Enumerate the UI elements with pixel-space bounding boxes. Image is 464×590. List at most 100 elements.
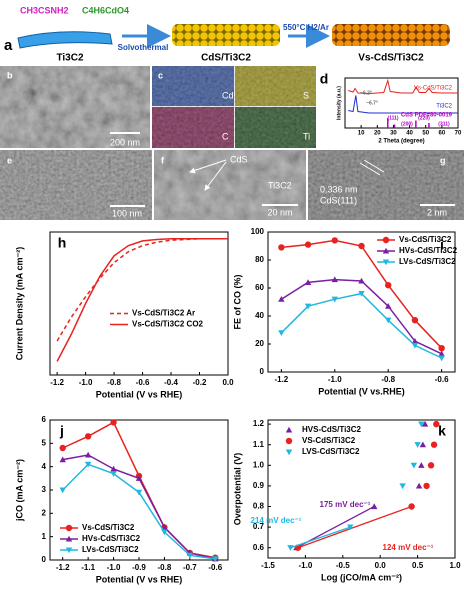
series-line <box>63 455 216 559</box>
annotation: (200) <box>401 121 413 127</box>
x-tick-label: -1.2 <box>50 378 64 387</box>
figure: a CH3CSNH2 C4H6CdO4 Ti3C2 Solvothermal C… <box>0 0 464 585</box>
marker <box>278 330 284 336</box>
fit-line <box>298 507 412 548</box>
legend-label: Vs-CdS/Ti3C2 CO2 <box>132 320 204 329</box>
series-line <box>281 280 441 354</box>
series-line <box>281 294 441 358</box>
reagent: C4H6CdO4 <box>82 5 129 15</box>
annotation: CdS(111) <box>320 195 357 205</box>
stage-label: Vs-CdS/Ti3C2 <box>358 53 424 64</box>
scale-label: 200 nm <box>110 137 140 147</box>
reagent: CH3CSNH2 <box>20 5 69 15</box>
element-label: Ti <box>303 131 310 141</box>
legend-label: HVS-CdS/Ti3C2 <box>302 425 362 434</box>
y-tick-label: 0.9 <box>253 481 265 490</box>
panel-label: c <box>158 70 163 80</box>
y-tick-label: 4 <box>42 462 47 471</box>
marker <box>438 345 444 351</box>
y-tick-label: 40 <box>255 311 264 320</box>
y-tick-label: 80 <box>255 255 264 264</box>
annotation: 214 mV dec⁻¹ <box>251 516 302 525</box>
marker <box>358 243 364 249</box>
marker <box>423 483 429 489</box>
marker <box>85 433 91 439</box>
legend-label: HVs-CdS/Ti3C2 <box>82 534 141 543</box>
ti3c2-sheet <box>18 32 112 48</box>
y-axis-label: Current Density (mA cm⁻²) <box>14 247 24 360</box>
marker <box>411 463 417 469</box>
legend-marker <box>286 427 292 433</box>
x-tick-label: -0.6 <box>208 563 222 572</box>
element-label: C <box>222 131 229 141</box>
x-tick-label: 40 <box>406 131 413 137</box>
marker <box>438 355 444 361</box>
x-tick-label: -0.9 <box>132 563 146 572</box>
x-tick-label: 0.0 <box>375 561 387 570</box>
marker <box>110 419 116 425</box>
x-tick-label: -0.4 <box>164 378 178 387</box>
x-axis-label: Log (jCO/mA cm⁻²) <box>321 572 402 582</box>
x-axis-label: Potential (V vs.RHE) <box>318 386 405 396</box>
marker <box>305 241 311 247</box>
series-label: Ti3C2 <box>436 104 452 110</box>
y-tick-label: 6 <box>42 415 47 424</box>
legend-label: LVS-CdS/Ti3C2 <box>302 447 360 456</box>
y-tick-label: 1.0 <box>253 460 265 469</box>
x-tick-label: -0.7 <box>183 563 197 572</box>
eds-texture <box>152 66 316 148</box>
element-label: S <box>303 90 309 100</box>
x-tick-label: -1.0 <box>328 375 342 384</box>
legend-marker <box>66 525 72 531</box>
marker <box>431 442 437 448</box>
x-tick-label: 30 <box>390 131 397 137</box>
legend-label: Vs-CdS/Ti3C2 <box>82 523 135 532</box>
x-tick-label: -0.8 <box>381 375 395 384</box>
x-tick-label: 70 <box>455 131 462 137</box>
marker <box>408 503 414 509</box>
x-axis-label: Potential (V vs RHE) <box>96 574 183 584</box>
x-tick-label: 60 <box>439 131 446 137</box>
annotation: ~6.7° <box>366 100 378 106</box>
x-tick-label: -1.2 <box>56 563 70 572</box>
annotation: (111) <box>387 115 398 121</box>
marker <box>60 487 66 493</box>
y-tick-label: 2 <box>42 508 47 517</box>
x-tick-label: -0.6 <box>136 378 150 387</box>
image-tint <box>0 66 150 148</box>
x-tick-label: -1.2 <box>274 375 288 384</box>
y-tick-label: 60 <box>255 283 264 292</box>
plot-frame <box>50 232 228 375</box>
y-tick-label: 20 <box>255 339 264 348</box>
y-axis-label: FE of CO (%) <box>232 275 242 330</box>
annotation: 175 mV dec⁻¹ <box>320 500 371 509</box>
panel-label: a <box>4 37 13 54</box>
x-tick-label: -0.6 <box>435 375 449 384</box>
x-tick-label: 1.0 <box>449 561 461 570</box>
marker <box>428 462 434 468</box>
x-tick-label: -1.0 <box>79 378 93 387</box>
y-tick-label: 0.6 <box>253 543 265 552</box>
x-tick-label: 0.0 <box>222 378 234 387</box>
marker <box>416 483 422 489</box>
y-tick-label: 5 <box>42 438 47 447</box>
panel-label: e <box>7 155 12 165</box>
annotation: CdS <box>230 154 248 164</box>
series-label: Vs-CdS/Ti3C2 <box>414 86 453 92</box>
panel-label: j <box>59 423 64 439</box>
x-tick-label: -1.1 <box>81 563 95 572</box>
marker <box>399 483 405 489</box>
stage-label: Ti3C2 <box>56 53 83 64</box>
x-tick-label: -1.0 <box>299 561 313 570</box>
y-tick-label: 3 <box>42 485 47 494</box>
panel-label: h <box>58 235 67 251</box>
panel-label: g <box>440 155 446 165</box>
step-label: 550°C H2/Ar <box>283 23 329 32</box>
x-tick-label: -0.8 <box>107 378 121 387</box>
schematic: a CH3CSNH2 C4H6CdO4 Ti3C2 Solvothermal C… <box>4 5 450 63</box>
x-tick-label: -1.5 <box>261 561 275 570</box>
x-tick-label: 50 <box>422 131 429 137</box>
panel-label: d <box>320 71 329 87</box>
x-axis-label: Potential (V vs RHE) <box>96 389 183 399</box>
marker <box>60 445 66 451</box>
